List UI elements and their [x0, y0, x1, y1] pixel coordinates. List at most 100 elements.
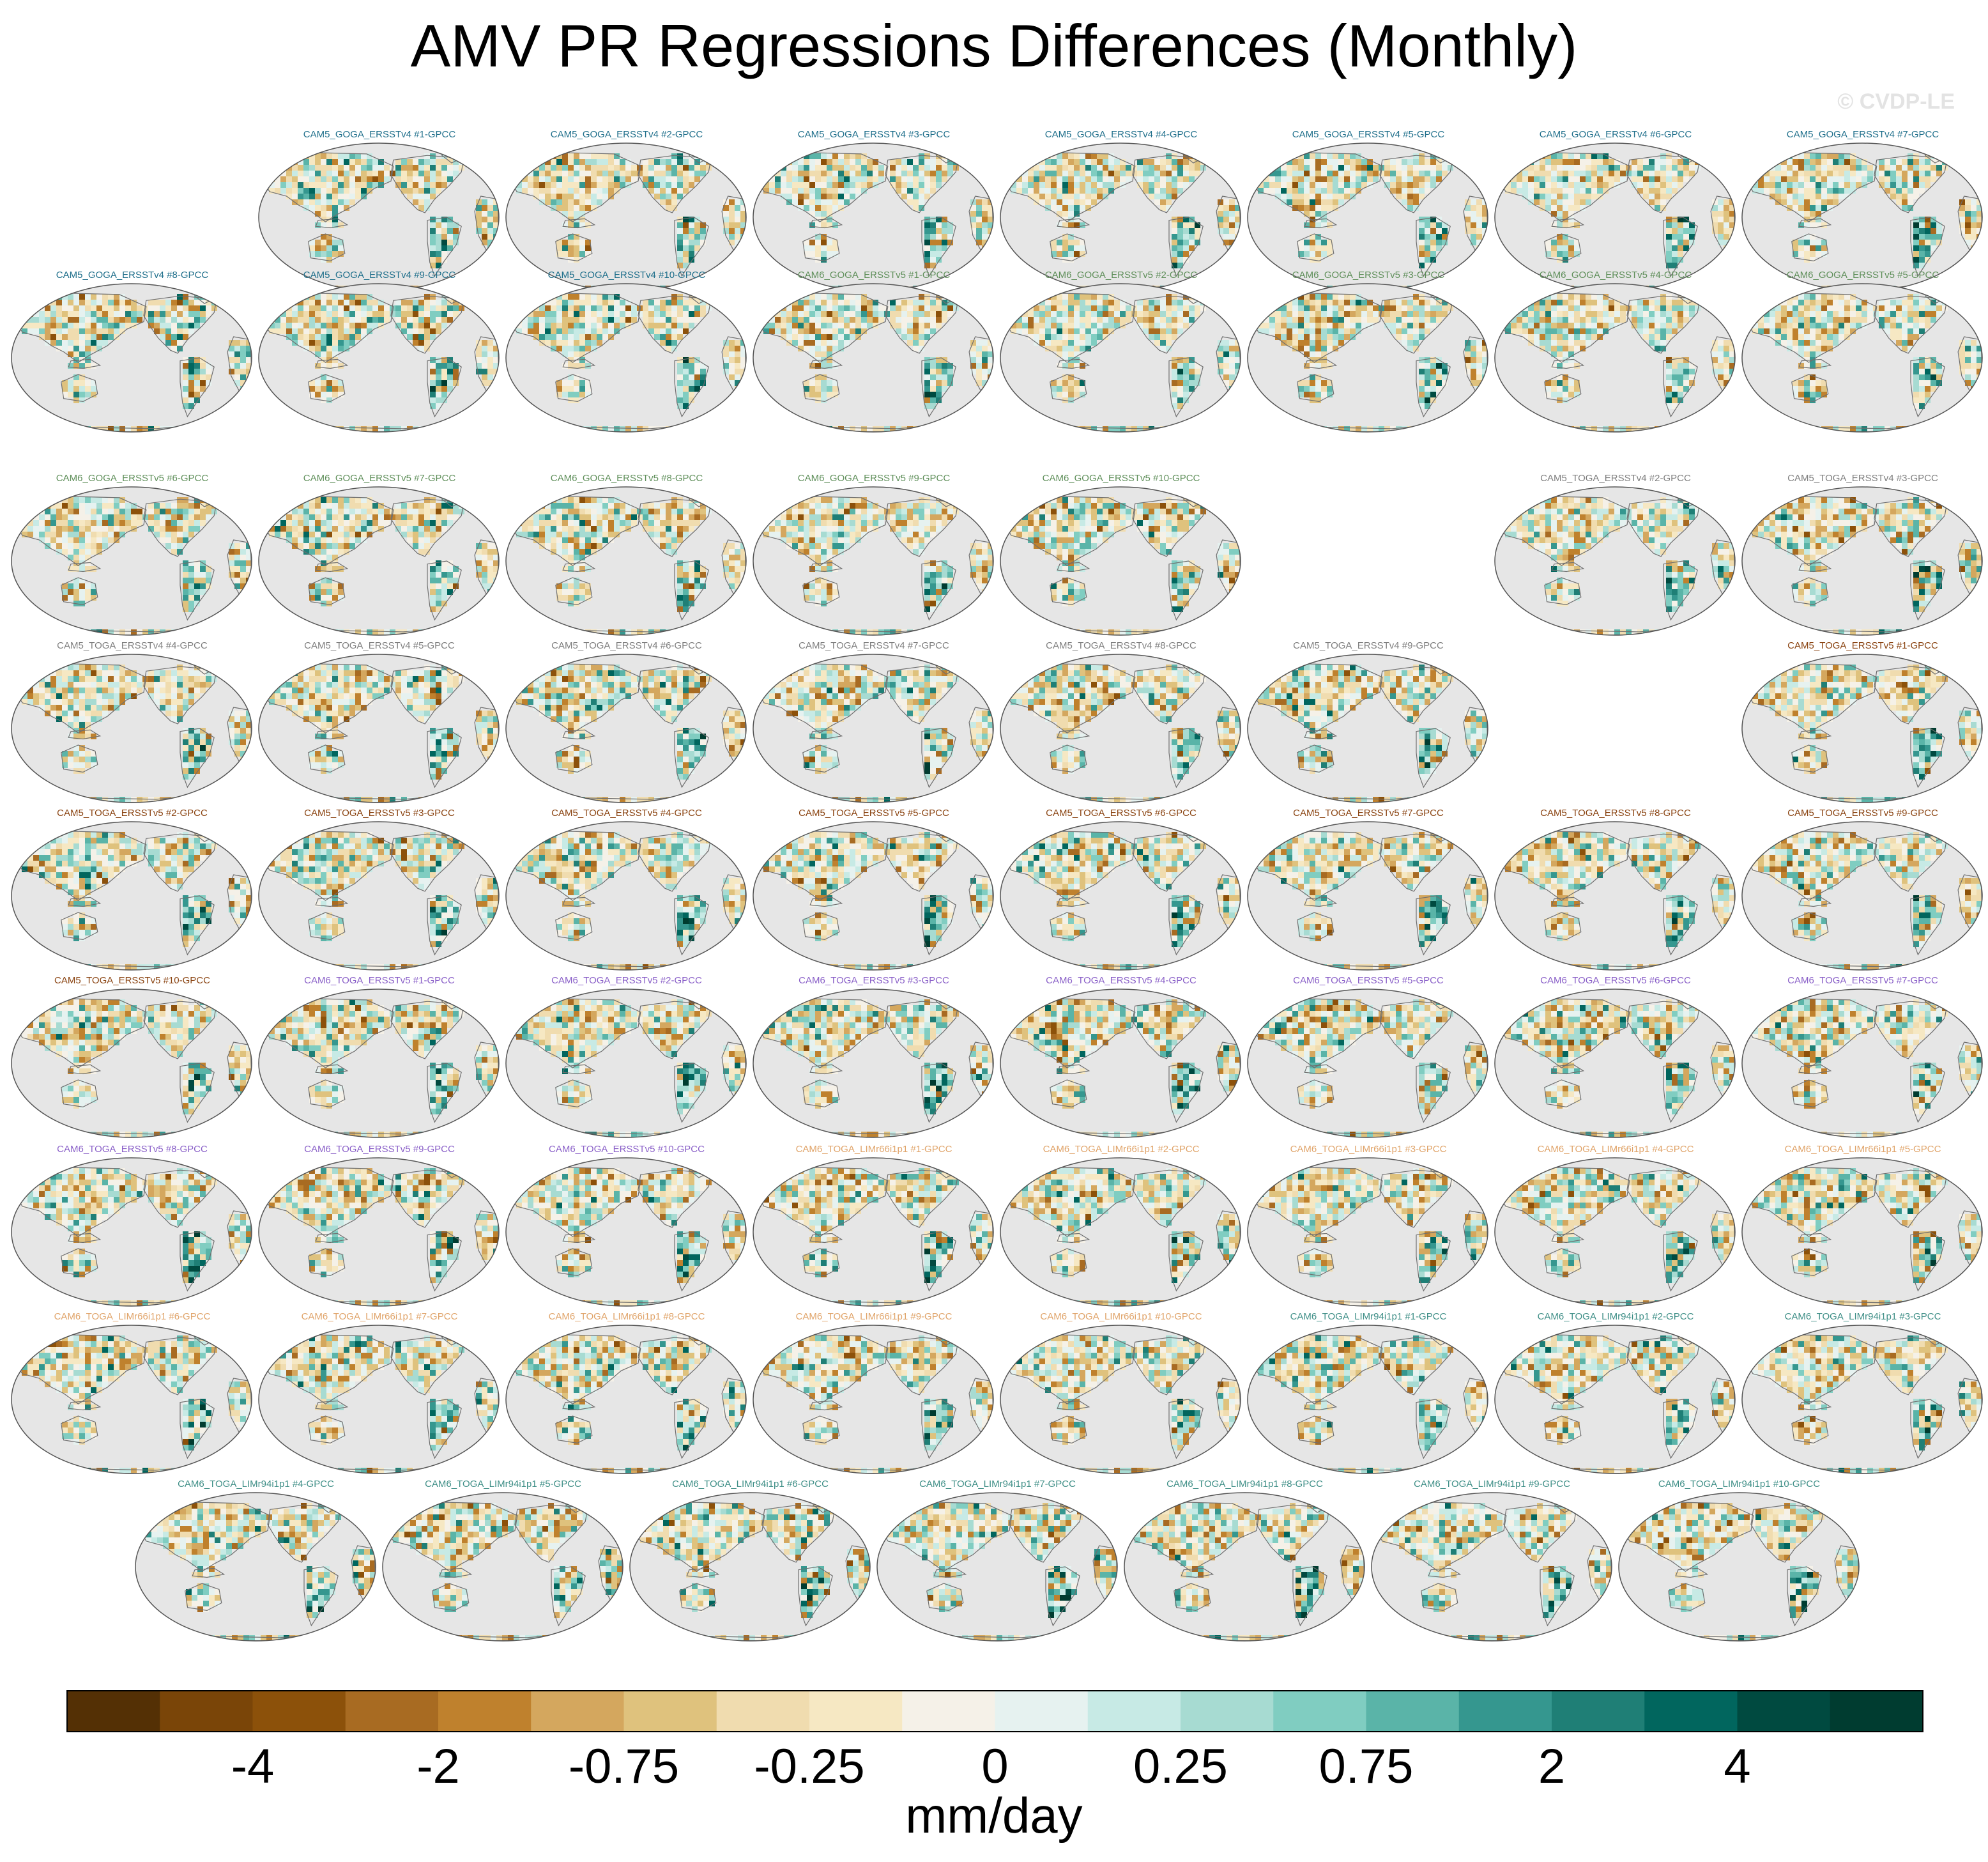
coastline-australia — [555, 1415, 593, 1444]
colorbar-swatch — [995, 1691, 1089, 1732]
coastline-indonesia — [68, 1064, 102, 1075]
coastline-australia — [1420, 1583, 1458, 1612]
coastline-indonesia — [562, 358, 596, 369]
coastline-asia — [138, 1501, 270, 1572]
coastline-south-america — [921, 1231, 956, 1292]
map-border — [258, 283, 500, 433]
coastline-australia — [1791, 912, 1829, 941]
map-border — [134, 1492, 376, 1642]
map-panel-title: CAM6_TOGA_LIMr66i1p1 #4-GPCC — [1492, 1144, 1739, 1155]
coastline-south-america — [674, 728, 709, 789]
coastline-south-america — [1416, 1231, 1451, 1292]
map-panel-title: CAM6_GOGA_ERSSTv5 #1-GPCC — [751, 270, 997, 281]
coastline-indonesia — [562, 896, 596, 907]
coastline-asia — [1374, 1501, 1506, 1572]
coastline-australia — [802, 1415, 840, 1444]
robinson-map — [258, 989, 500, 1138]
colorbar-swatch — [1552, 1691, 1645, 1732]
map-panel-title: CAM5_GOGA_ERSSTv4 #7-GPCC — [1740, 129, 1986, 140]
coastline-indonesia — [1304, 1233, 1338, 1243]
coastline-south-america — [427, 728, 462, 789]
map-border — [1247, 821, 1488, 971]
coastline-south-america — [921, 560, 956, 621]
colorbar-swatch — [252, 1691, 346, 1732]
coastline-asia — [1003, 292, 1136, 363]
coastline-australia — [1297, 744, 1334, 773]
coastline-asia — [1127, 1501, 1259, 1572]
coastline-asia — [1745, 1334, 1877, 1404]
map-panel-title: CAM5_TOGA_ERSSTv4 #9-GPCC — [1245, 640, 1492, 651]
coastline-south-america — [550, 1566, 586, 1627]
robinson-map — [11, 283, 252, 433]
robinson-map — [11, 821, 252, 971]
map-panel: CAM6_TOGA_LIMr66i1p1 #2-GPCC — [998, 1144, 1244, 1310]
map-panel-title: CAM5_GOGA_ERSSTv4 #2-GPCC — [503, 129, 750, 140]
map-border — [11, 821, 252, 971]
robinson-map — [258, 654, 500, 803]
map-panel-title: CAM6_TOGA_LIMr94i1p1 #6-GPCC — [627, 1479, 874, 1489]
map-border — [505, 486, 747, 636]
map-panel-title: CAM6_TOGA_ERSSTv5 #6-GPCC — [1492, 975, 1739, 986]
map-panel: CAM6_GOGA_ERSSTv5 #6-GPCC — [9, 473, 256, 639]
map-panel-title: CAM6_TOGA_LIMr94i1p1 #4-GPCC — [133, 1479, 379, 1489]
map-panel: CAM5_TOGA_ERSSTv5 #9-GPCC — [1740, 808, 1986, 974]
map-border — [258, 654, 500, 803]
coastline-australia — [926, 1583, 963, 1612]
coastline-australia — [1544, 374, 1582, 403]
coastline-asia — [756, 830, 889, 901]
precip-field — [758, 1162, 993, 1306]
coastline-australia — [802, 577, 840, 606]
precip-field — [1005, 491, 1241, 635]
coastline-asia — [1250, 151, 1383, 222]
coastline-australia — [802, 233, 840, 262]
coastline-indonesia — [1057, 1233, 1090, 1243]
map-border — [1000, 283, 1241, 433]
coastline-australia — [308, 577, 346, 606]
precip-field — [139, 1497, 376, 1641]
coastline-south-america — [921, 217, 956, 277]
map-panel-title: CAM6_TOGA_LIMr66i1p1 #9-GPCC — [751, 1311, 997, 1322]
coastline-indonesia — [1551, 1400, 1585, 1411]
map-border — [505, 1325, 747, 1474]
robinson-map — [1741, 486, 1983, 636]
map-panel-title: CAM5_TOGA_ERSSTv5 #10-GPCC — [9, 975, 256, 986]
map-border — [1370, 1492, 1612, 1642]
map-border — [1247, 654, 1488, 803]
map-border — [1617, 1492, 1860, 1642]
coastline-asia — [756, 151, 889, 222]
coastline-asia — [1745, 663, 1877, 734]
coastline-australia — [1297, 1248, 1334, 1277]
robinson-map — [1494, 142, 1736, 292]
coastline-australia — [61, 374, 98, 403]
map-panel-title: CAM6_TOGA_ERSSTv5 #4-GPCC — [998, 975, 1244, 986]
coastline-south-america — [674, 895, 709, 956]
coastline-south-america — [180, 1063, 215, 1123]
coastline-indonesia — [1057, 1064, 1090, 1075]
coastline-south-america — [1168, 560, 1204, 621]
map-panel: CAM6_TOGA_ERSSTv5 #10-GPCC — [503, 1144, 750, 1310]
colorbar-tick-label: 4 — [1724, 1739, 1750, 1794]
coastline-australia — [1667, 1583, 1705, 1612]
robinson-map — [753, 989, 994, 1138]
map-border — [753, 821, 994, 971]
coastline-australia — [1050, 577, 1087, 606]
map-border — [11, 486, 252, 636]
coastline-south-america — [180, 895, 215, 956]
map-panel: CAM6_TOGA_LIMr94i1p1 #1-GPCC — [1245, 1311, 1492, 1477]
coastline-indonesia — [809, 562, 843, 573]
coastline-australia — [61, 1248, 98, 1277]
map-panel: CAM6_TOGA_LIMr94i1p1 #9-GPCC — [1369, 1479, 1616, 1645]
map-panel-title: CAM6_TOGA_LIMr94i1p1 #9-GPCC — [1369, 1479, 1616, 1489]
coastline-asia — [1497, 151, 1630, 222]
map-panel: CAM5_GOGA_ERSSTv4 #7-GPCC — [1740, 129, 1986, 295]
coastline-indonesia — [809, 1064, 843, 1075]
colorbar-tick-label: -0.25 — [754, 1739, 864, 1794]
map-border — [505, 821, 747, 971]
coastline-indonesia — [315, 562, 349, 573]
coastline-asia — [1003, 997, 1136, 1068]
map-panel-title: CAM5_TOGA_ERSSTv4 #6-GPCC — [503, 640, 750, 651]
colorbar-swatch — [531, 1691, 624, 1732]
map-panel: CAM5_TOGA_ERSSTv5 #2-GPCC — [9, 808, 256, 974]
map-border — [1247, 989, 1488, 1138]
